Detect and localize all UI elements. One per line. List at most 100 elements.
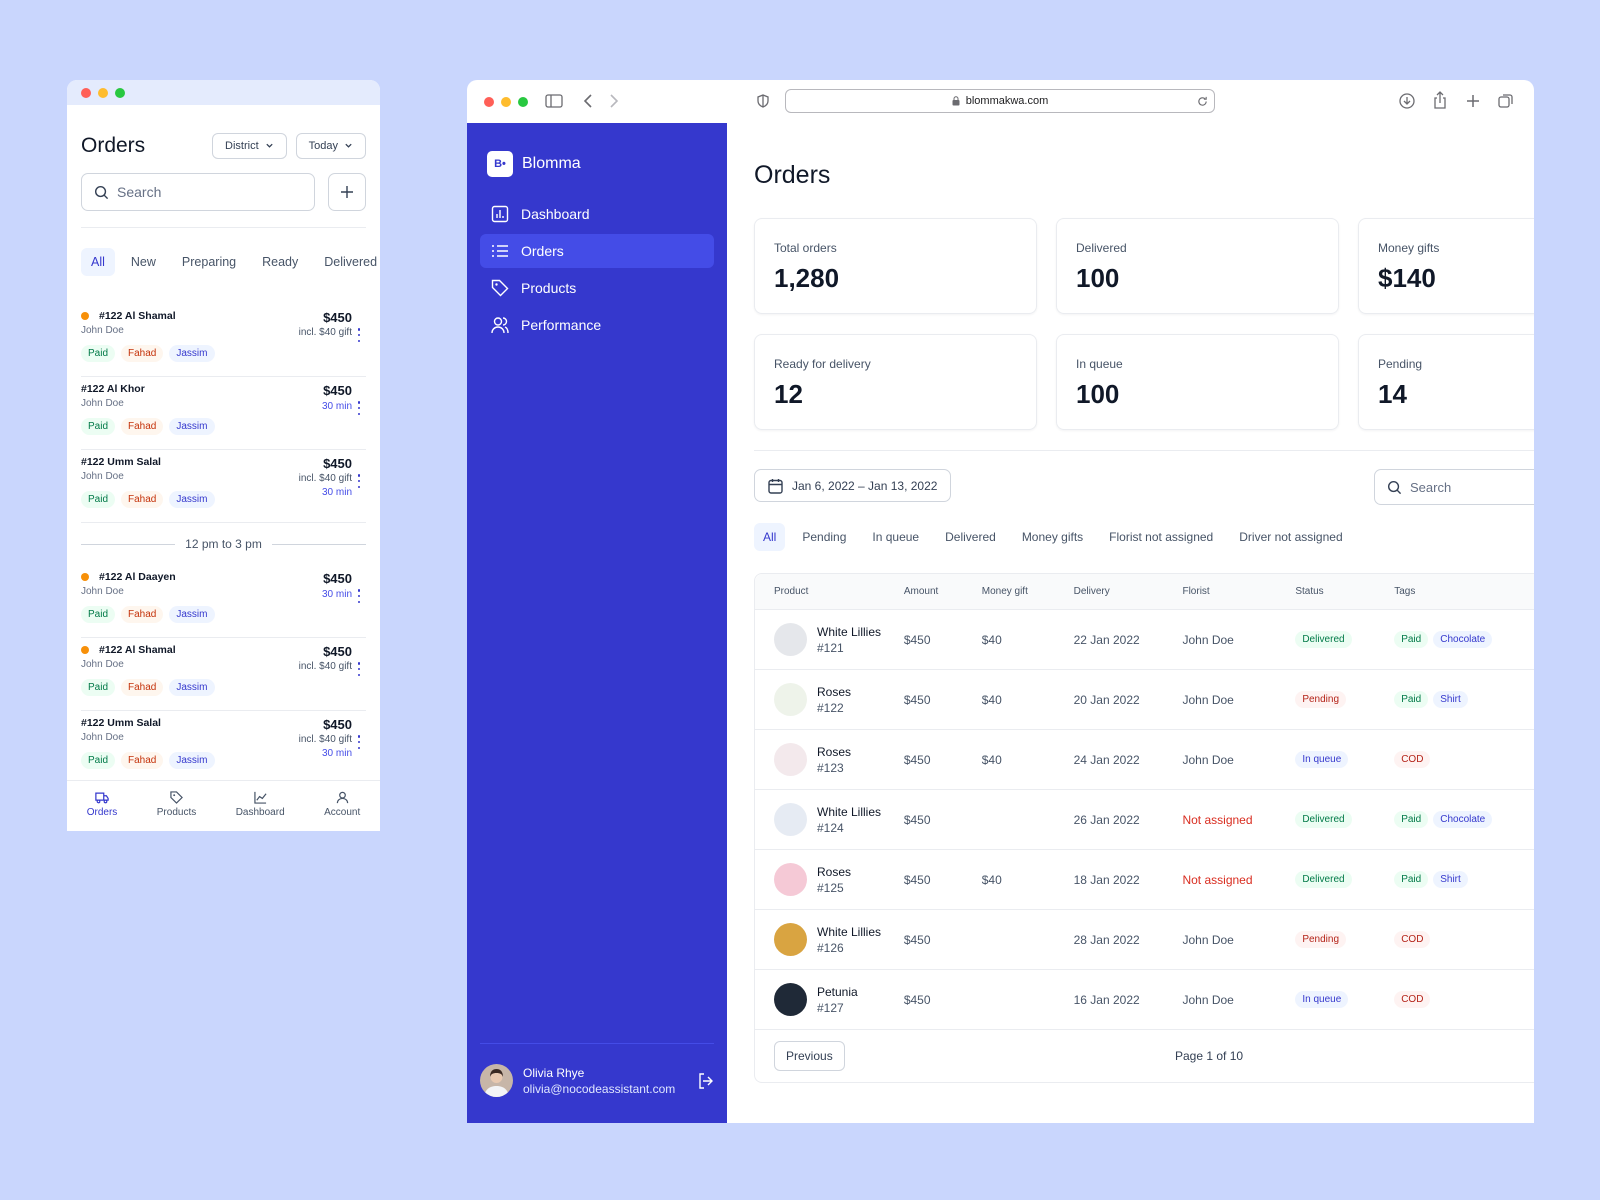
table-row[interactable]: White Lillies #124 $450 26 Jan 2022 Not … — [755, 790, 1534, 850]
sidebar-toggle-icon[interactable] — [545, 94, 563, 108]
sidebar: B• Blomma Dashboard Orders Products Perf… — [467, 123, 727, 1123]
list-item[interactable]: #122 Umm Salal John Doe Paid Fahad Jassim … — [81, 450, 366, 523]
filter-tab[interactable]: Florist not assigned — [1109, 530, 1214, 544]
mobile-app-window: Orders District Today Search All New Pre… — [67, 80, 380, 831]
add-order-button[interactable] — [328, 173, 366, 211]
order-title: #122 Al Daayen — [99, 571, 176, 583]
florist-cell: John Doe — [1182, 932, 1234, 947]
product-thumbnail — [774, 743, 807, 776]
table-row[interactable]: Roses #125 $450 $40 18 Jan 2022 Not assi… — [755, 850, 1534, 910]
user-name: Olivia Rhye — [523, 1065, 585, 1080]
stats-grid: Total orders 1,280 Delivered 100 Money g… — [754, 218, 1534, 430]
table-row[interactable]: Roses #122 $450 $40 20 Jan 2022 John Doe… — [755, 670, 1534, 730]
sidebar-item-label: Orders — [521, 243, 564, 259]
more-options-icon[interactable] — [354, 474, 364, 488]
shield-icon[interactable] — [757, 94, 769, 108]
filter-tab[interactable]: Driver not assigned — [1239, 530, 1343, 544]
stat-label: In queue — [1076, 357, 1123, 371]
customer-name: John Doe — [81, 586, 124, 597]
sidebar-item-products[interactable]: Products — [480, 271, 714, 305]
logout-icon[interactable] — [698, 1072, 714, 1089]
avatar[interactable] — [480, 1064, 513, 1097]
forward-icon[interactable] — [609, 94, 619, 108]
stat-card: Delivered 100 — [1056, 218, 1339, 314]
brand[interactable]: B• Blomma — [467, 123, 727, 177]
more-options-icon[interactable] — [354, 662, 364, 676]
mobile-search-input[interactable]: Search — [81, 173, 315, 211]
users-icon — [491, 317, 509, 334]
minimize-dot[interactable] — [501, 96, 511, 107]
bottom-nav-account[interactable]: Account — [324, 791, 360, 831]
status-badge: In queue — [1295, 751, 1349, 768]
order-tag: Jassim — [169, 418, 215, 435]
column-header: Product — [774, 586, 809, 597]
close-dot[interactable] — [484, 96, 494, 107]
sidebar-item-performance[interactable]: Performance — [480, 308, 714, 342]
filter-tab[interactable]: In queue — [872, 530, 920, 544]
district-select[interactable]: District — [212, 132, 287, 159]
order-tag: Paid — [81, 679, 116, 696]
filter-tab[interactable]: Money gifts — [1021, 530, 1084, 544]
table-row[interactable]: Petunia #127 $450 16 Jan 2022 John Doe I… — [755, 970, 1534, 1030]
download-icon[interactable] — [1399, 93, 1415, 109]
more-options-icon[interactable] — [354, 328, 364, 342]
order-tag: Paid — [81, 345, 116, 362]
maximize-dot[interactable] — [518, 96, 528, 107]
more-options-icon[interactable] — [354, 401, 364, 415]
amount-cell: $450 — [903, 752, 931, 767]
filter-tab[interactable]: Delivered — [945, 530, 996, 544]
table-row[interactable]: White Lillies #121 $450 $40 22 Jan 2022 … — [755, 610, 1534, 670]
sidebar-item-dashboard[interactable]: Dashboard — [480, 197, 714, 231]
florist-cell: John Doe — [1182, 632, 1234, 647]
previous-page-button[interactable]: Previous — [774, 1041, 845, 1071]
order-tag: Jassim — [169, 606, 215, 623]
delivery-date-cell: 26 Jan 2022 — [1073, 812, 1140, 827]
filter-tab[interactable]: Pending — [802, 530, 847, 544]
bottom-nav-products[interactable]: Products — [157, 791, 196, 831]
order-tag: Paid — [81, 752, 116, 769]
list-item[interactable]: #122 Umm Salal John Doe Paid Fahad Jassim … — [81, 711, 366, 784]
maximize-dot[interactable] — [115, 87, 125, 98]
table-row[interactable]: White Lillies #126 $450 28 Jan 2022 John… — [755, 910, 1534, 970]
order-title: #122 Al Shamal — [99, 310, 176, 322]
mobile-tab-delivered[interactable]: Delivered — [324, 255, 378, 269]
sidebar-item-orders[interactable]: Orders — [480, 234, 714, 268]
more-options-icon[interactable] — [354, 735, 364, 749]
date-range-picker[interactable]: Jan 6, 2022 – Jan 13, 2022 — [754, 469, 952, 502]
stat-card: Pending 14 — [1358, 334, 1534, 430]
address-bar[interactable]: blommakwa.com — [785, 89, 1215, 113]
list-item[interactable]: #122 Al Daayen John Doe Paid Fahad Jassim … — [81, 565, 366, 638]
minimize-dot[interactable] — [98, 87, 108, 98]
tabs-overview-icon[interactable] — [1498, 93, 1514, 109]
bottom-nav-account-label: Account — [324, 807, 361, 818]
table-row[interactable]: Roses #123 $450 $40 24 Jan 2022 John Doe… — [755, 730, 1534, 790]
delivery-date-cell: 20 Jan 2022 — [1073, 692, 1140, 707]
status-dot — [81, 573, 89, 581]
stat-value: 14 — [1378, 379, 1407, 409]
product-name: White Lillies — [817, 804, 882, 819]
today-select[interactable]: Today — [295, 132, 366, 159]
stat-value: $140 — [1378, 263, 1436, 293]
more-options-icon[interactable] — [354, 589, 364, 603]
close-dot[interactable] — [81, 87, 91, 98]
bottom-nav-orders-label: Orders — [86, 807, 118, 818]
filter-tab[interactable]: All — [754, 523, 786, 551]
mobile-tab-preparing[interactable]: Preparing — [181, 255, 237, 269]
amount-cell: $450 — [903, 932, 931, 947]
mobile-titlebar — [67, 80, 380, 105]
order-tag: Fahad — [121, 606, 164, 623]
bottom-nav-dashboard[interactable]: Dashboard — [236, 791, 285, 831]
order-tag: Fahad — [121, 491, 164, 508]
share-icon[interactable] — [1433, 91, 1447, 109]
orders-search-input[interactable]: Search — [1374, 469, 1534, 505]
list-item[interactable]: #122 Al Shamal John Doe Paid Fahad Jassim … — [81, 638, 366, 711]
mobile-tab-ready[interactable]: Ready — [262, 255, 299, 269]
bottom-nav-orders[interactable]: Orders — [86, 791, 118, 831]
mobile-tab-new[interactable]: New — [130, 255, 156, 269]
list-item[interactable]: #122 Al Shamal John Doe Paid Fahad Jassim … — [81, 304, 366, 377]
mobile-tab-all[interactable]: All — [81, 248, 115, 276]
new-tab-icon[interactable] — [1466, 94, 1480, 108]
table-header: Product Amount Money gift Delivery Florist St… — [755, 574, 1534, 610]
back-icon[interactable] — [583, 94, 593, 108]
list-item[interactable]: #122 Al Khor John Doe Paid Fahad Jassim $4… — [81, 377, 366, 450]
